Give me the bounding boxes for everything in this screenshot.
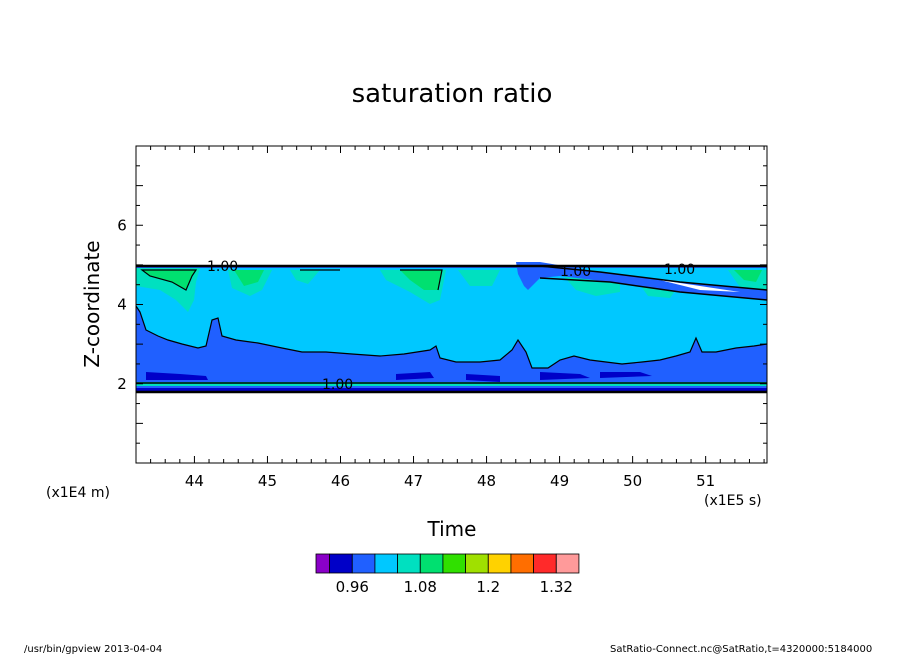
- contour-label-group: 1.00 1.00 1.00 1.00: [207, 259, 695, 393]
- deep-low-fill: [146, 372, 652, 382]
- colorbar-tick-label: 1.08: [404, 578, 437, 596]
- colorbar-swatch: [555, 553, 580, 574]
- x-tick-label: 50: [623, 472, 642, 490]
- colorbar-tick-label: 0.96: [336, 578, 369, 596]
- contour-label: 1.00: [322, 377, 353, 393]
- footer-left: /usr/bin/gpview 2013-04-04: [24, 644, 162, 654]
- contour-lines: [135, 264, 768, 394]
- x-tick-label: 47: [404, 472, 423, 490]
- colorbar-swatch: [465, 553, 489, 574]
- plot-area: 1.00 1.00 1.00 1.00 44 45 46 47 48 49 50 51 246: [117, 145, 768, 490]
- x-tick-label: 44: [185, 472, 204, 490]
- colorbar: [315, 553, 580, 574]
- contour-label: 1.00: [664, 262, 695, 278]
- colorbar-swatch: [533, 553, 557, 574]
- colorbar-swatch: [351, 553, 376, 574]
- contour-field: [136, 262, 767, 393]
- x-axis-unit: (x1E5 s): [704, 493, 762, 509]
- colorbar-swatch: [315, 553, 331, 574]
- x-axis-ticks: 44 45 46 47 48 49 50 51: [135, 146, 765, 490]
- colorbar-swatch: [487, 553, 512, 574]
- contour-label: 1.00: [560, 264, 591, 280]
- descending-blue-wedge: [516, 262, 767, 300]
- colorbar-labels: 0.96 1.08 1.2 1.32: [336, 578, 573, 596]
- bottom-dark-band: [136, 388, 767, 393]
- wedge-contour: [539, 265, 768, 301]
- x-tick-label: 49: [550, 472, 569, 490]
- y-axis-label: Z-coordinate: [80, 240, 104, 367]
- contour-label: 1.00: [207, 259, 238, 275]
- y-tick-label: 2: [117, 375, 127, 393]
- colorbar-tick-label: 1.2: [476, 578, 500, 596]
- colorbar-swatch: [510, 553, 534, 574]
- high-region-contour: [140, 269, 443, 291]
- footer-right: SatRatio-Connect.nc@SatRatio,t=4320000:5…: [610, 644, 872, 654]
- colorbar-tick-label: 1.32: [540, 578, 573, 596]
- low-region-contour: [135, 305, 768, 369]
- x-tick-label: 51: [696, 472, 715, 490]
- y-axis-unit: (x1E4 m): [46, 485, 110, 501]
- x-tick-label: 46: [331, 472, 350, 490]
- colorbar-swatch: [442, 553, 466, 574]
- colorbar-swatch: [397, 553, 421, 574]
- y-axis-ticks: 2 4 6: [117, 145, 767, 464]
- x-tick-label: 48: [477, 472, 496, 490]
- colorbar-swatch: [374, 553, 398, 574]
- bottom-band-teal: [136, 382, 767, 388]
- colorbar-swatch: [329, 553, 353, 574]
- low-region-fill: [136, 306, 767, 386]
- x-tick-label: 45: [258, 472, 277, 490]
- white-streak: [660, 280, 740, 292]
- colorbar-swatch: [419, 553, 444, 574]
- chart-title: saturation ratio: [352, 79, 553, 109]
- x-axis-label: Time: [427, 517, 477, 541]
- y-tick-label: 4: [117, 296, 127, 314]
- y-tick-label: 6: [117, 216, 127, 234]
